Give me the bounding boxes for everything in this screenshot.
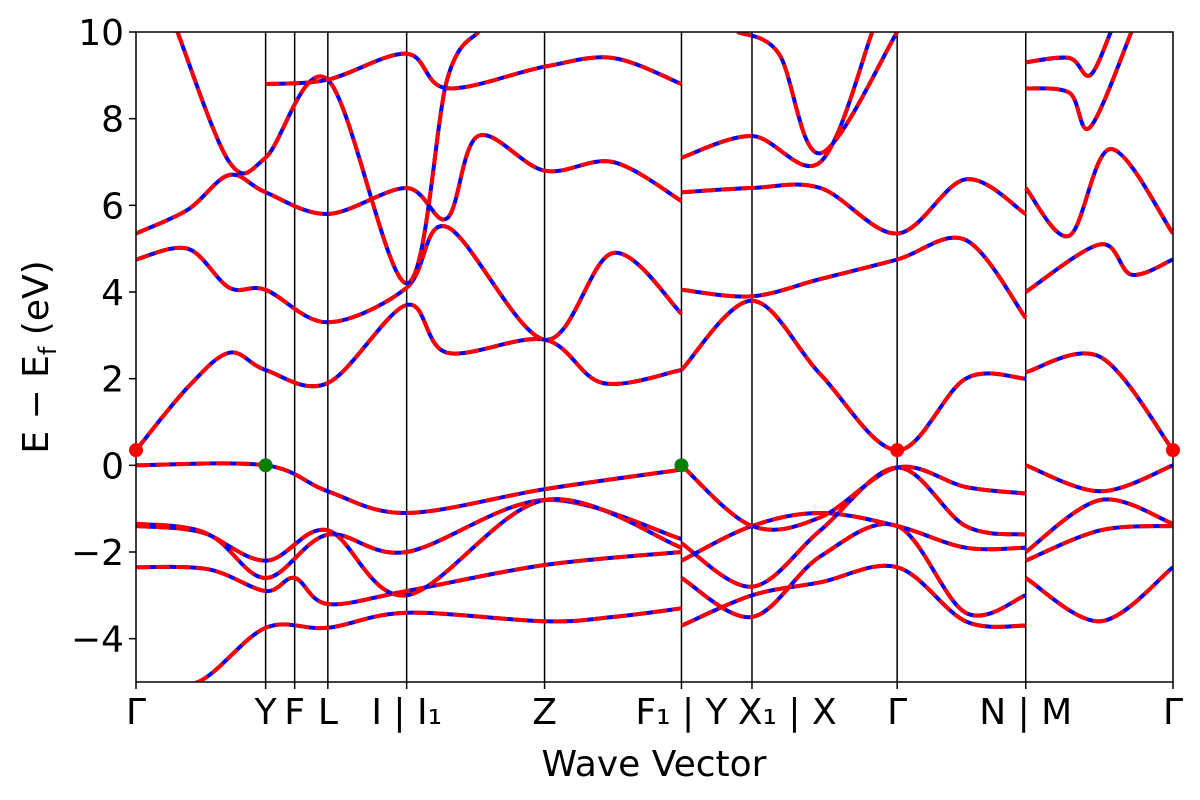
band-line-red-dashed bbox=[680, 510, 1026, 563]
x-tick-label: I | I₁ bbox=[371, 692, 442, 733]
plot-frame bbox=[135, 31, 1174, 683]
y-tick-label: −2 bbox=[71, 533, 124, 574]
special-points bbox=[129, 443, 1180, 473]
x-tick-label: Γ bbox=[1163, 692, 1183, 733]
y-axis-label-subscript: f bbox=[34, 346, 62, 355]
band-line-red-dashed bbox=[1024, 146, 1173, 239]
band-line-red-dashed bbox=[136, 224, 683, 342]
band-line-blue bbox=[680, 563, 1026, 629]
y-axis-label-main: E − E bbox=[16, 355, 57, 454]
band-line-red-dashed bbox=[680, 522, 1027, 620]
band-line-blue bbox=[1024, 463, 1173, 494]
y-axis-label: E − Ef (eV) bbox=[16, 260, 62, 453]
y-tick-label: 0 bbox=[101, 446, 124, 487]
band-line-red-dashed bbox=[680, 563, 1026, 629]
band-line-blue bbox=[680, 465, 1026, 589]
band-line-blue bbox=[1024, 242, 1173, 294]
band-edge-marker bbox=[890, 443, 905, 458]
x-tick-label: Y bbox=[254, 692, 278, 733]
y-tick-label: 6 bbox=[101, 186, 124, 227]
band-line-red-dashed bbox=[736, 32, 899, 156]
y-tick-label: 8 bbox=[101, 100, 124, 141]
band-line-red-dashed bbox=[1024, 497, 1173, 554]
y-axis: −4 −2 0 2 4 6 8 10 bbox=[71, 13, 136, 661]
y-axis-label-unit: (eV) bbox=[16, 260, 57, 346]
band-line-red-dashed bbox=[1025, 32, 1134, 131]
band-line-blue bbox=[136, 132, 683, 236]
band-line-blue bbox=[1025, 351, 1173, 452]
y-tick-label: −4 bbox=[71, 620, 124, 661]
band-line-red-dashed bbox=[136, 461, 682, 516]
band-line-red-dashed bbox=[136, 550, 682, 607]
band-line-red-dashed bbox=[1025, 351, 1173, 452]
x-tick-label: L bbox=[318, 692, 338, 733]
band-line-red-dashed bbox=[680, 465, 1026, 589]
band-line-red-dashed bbox=[1024, 524, 1173, 563]
band-line-red-dashed bbox=[136, 132, 683, 236]
band-line-red-dashed bbox=[681, 235, 1028, 320]
band-line-red-dashed bbox=[680, 32, 875, 169]
y-tick-label: 10 bbox=[78, 13, 124, 54]
x-tick-label: Γ bbox=[887, 692, 907, 733]
band-edge-marker bbox=[129, 443, 143, 458]
band-line-red-dashed bbox=[1024, 242, 1173, 294]
band-line-red-dashed bbox=[136, 497, 683, 598]
x-tick-label: N | M bbox=[979, 692, 1072, 733]
band-line-red-dashed bbox=[175, 32, 480, 286]
x-tick-label: X₁ | X bbox=[738, 692, 837, 733]
y-tick-label: 4 bbox=[101, 273, 124, 314]
band-line-red-dashed bbox=[681, 177, 1027, 236]
band-line-blue bbox=[136, 461, 682, 516]
band-line-red-dashed bbox=[1025, 32, 1113, 78]
band-line-blue bbox=[136, 302, 682, 452]
band-line-blue bbox=[1025, 32, 1113, 78]
band-edge-marker bbox=[258, 458, 273, 473]
y-tick-label: 2 bbox=[101, 360, 124, 401]
x-tick-label: F₁ | Y bbox=[635, 692, 728, 733]
x-tick-label: Γ bbox=[126, 692, 146, 733]
x-tick-label: Z bbox=[532, 692, 557, 733]
x-axis-label: Wave Vector bbox=[542, 744, 767, 785]
band-line-red-dashed bbox=[680, 298, 1026, 453]
x-tick-label: F bbox=[284, 692, 305, 733]
band-line-red-dashed bbox=[265, 51, 683, 91]
band-line-red-dashed bbox=[1024, 463, 1173, 494]
band-line-red-dashed bbox=[192, 606, 682, 682]
band-edge-marker bbox=[1166, 443, 1180, 458]
band-edge-marker bbox=[674, 458, 689, 473]
band-line-blue bbox=[681, 235, 1028, 320]
band-line-red-dashed bbox=[136, 302, 682, 452]
band-line-red-dashed bbox=[1024, 565, 1173, 624]
plot-area bbox=[136, 32, 1173, 682]
band-line-red-dashed bbox=[680, 463, 1026, 532]
band-line-blue bbox=[736, 32, 899, 156]
